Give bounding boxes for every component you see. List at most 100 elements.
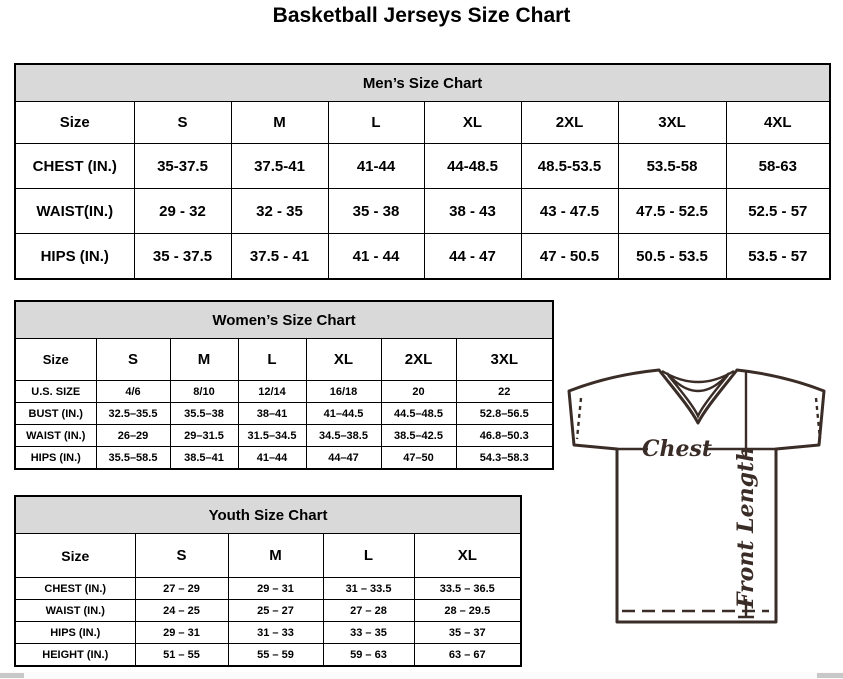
- table-cell: 28 – 29.5: [413, 599, 522, 622]
- table-row: WAIST(IN.) 29 - 32 32 - 35 35 - 38 38 - …: [14, 188, 831, 234]
- row-label: WAIST(IN.): [14, 188, 135, 234]
- table-cell: 35-37.5: [133, 143, 232, 189]
- table-cell: 41–44: [237, 446, 307, 470]
- row-label: WAIST (IN.): [14, 424, 97, 447]
- left-sleeve-dashed-seam: [575, 397, 583, 440]
- mens-col-header: 2XL: [520, 101, 619, 144]
- table-cell: 27 – 29: [134, 577, 229, 600]
- table-cell: 12/14: [237, 380, 307, 403]
- youth-col-header: L: [322, 533, 415, 578]
- table-cell: 52.8–56.5: [455, 402, 554, 425]
- youth-size-table: Youth Size Chart Size S M L XL CHEST (IN…: [14, 495, 523, 667]
- womens-size-header: Size: [14, 338, 97, 381]
- table-cell: 29 – 31: [227, 577, 324, 600]
- table-cell: 48.5-53.5: [520, 143, 619, 189]
- jersey-outline-shape: [567, 368, 826, 624]
- row-label: CHEST (IN.): [14, 577, 136, 600]
- table-cell: 29–31.5: [169, 424, 239, 447]
- table-cell: 44 - 47: [423, 233, 522, 280]
- table-cell: 32 - 35: [230, 188, 329, 234]
- mens-col-header: L: [327, 101, 425, 144]
- womens-col-header: S: [95, 338, 171, 381]
- row-label: HIPS (IN.): [14, 621, 136, 644]
- womens-col-header: M: [169, 338, 239, 381]
- table-cell: 43 - 47.5: [520, 188, 619, 234]
- mens-col-header: XL: [423, 101, 522, 144]
- womens-size-table: Women’s Size Chart Size S M L XL 2XL 3XL…: [14, 300, 555, 470]
- table-cell: 41–44.5: [305, 402, 382, 425]
- table-cell: 22: [455, 380, 554, 403]
- table-cell: 38–41: [237, 402, 307, 425]
- row-label: HEIGHT (IN.): [14, 643, 136, 667]
- table-row: HEIGHT (IN.) 51 – 55 55 – 59 59 – 63 63 …: [14, 643, 522, 667]
- jersey-measurement-diagram: Chest Front Length: [567, 368, 826, 624]
- row-label: U.S. SIZE: [14, 380, 97, 403]
- womens-col-header: L: [237, 338, 307, 381]
- table-cell: 38.5–41: [169, 446, 239, 470]
- table-cell: 53.5 - 57: [725, 233, 831, 280]
- table-cell: 20: [380, 380, 457, 403]
- right-sleeve-dashed-seam: [814, 397, 822, 440]
- table-cell: 24 – 25: [134, 599, 229, 622]
- table-row: WAIST (IN.) 26–29 29–31.5 31.5–34.5 34.5…: [14, 424, 554, 447]
- mens-col-header: S: [133, 101, 232, 144]
- table-row: HIPS (IN.) 35.5–58.5 38.5–41 41–44 44–47…: [14, 446, 554, 470]
- table-cell: 44-48.5: [423, 143, 522, 189]
- table-row: CHEST (IN.) 27 – 29 29 – 31 31 – 33.5 33…: [14, 577, 522, 600]
- table-cell: 35 - 38: [327, 188, 425, 234]
- table-cell: 33 – 35: [322, 621, 415, 644]
- table-row: BUST (IN.) 32.5–35.5 35.5–38 38–41 41–44…: [14, 402, 554, 425]
- table-cell: 31 – 33: [227, 621, 324, 644]
- table-cell: 35.5–38: [169, 402, 239, 425]
- table-cell: 58-63: [725, 143, 831, 189]
- youth-size-header: Size: [14, 533, 136, 578]
- table-cell: 54.3–58.3: [455, 446, 554, 470]
- mens-size-header: Size: [14, 101, 135, 144]
- youth-col-header: M: [227, 533, 324, 578]
- row-label: BUST (IN.): [14, 402, 97, 425]
- table-cell: 4/6: [95, 380, 171, 403]
- youth-col-header: S: [134, 533, 229, 578]
- table-cell: 34.5–38.5: [305, 424, 382, 447]
- table-cell: 31.5–34.5: [237, 424, 307, 447]
- table-cell: 33.5 – 36.5: [413, 577, 522, 600]
- table-cell: 38 - 43: [423, 188, 522, 234]
- mens-col-header: M: [230, 101, 329, 144]
- womens-table-title: Women’s Size Chart: [14, 300, 554, 339]
- table-cell: 44–47: [305, 446, 382, 470]
- table-cell: 35 - 37.5: [133, 233, 232, 280]
- womens-col-header: XL: [305, 338, 382, 381]
- youth-table-title: Youth Size Chart: [14, 495, 522, 534]
- table-row: HIPS (IN.) 35 - 37.5 37.5 - 41 41 - 44 4…: [14, 233, 831, 280]
- table-cell: 46.8–50.3: [455, 424, 554, 447]
- table-cell: 47–50: [380, 446, 457, 470]
- womens-col-header: 3XL: [455, 338, 554, 381]
- table-cell: 41 - 44: [327, 233, 425, 280]
- table-cell: 8/10: [169, 380, 239, 403]
- table-cell: 63 – 67: [413, 643, 522, 667]
- table-cell: 44.5–48.5: [380, 402, 457, 425]
- chest-label: Chest: [642, 436, 712, 462]
- mens-col-header: 4XL: [725, 101, 831, 144]
- table-row: HIPS (IN.) 29 – 31 31 – 33 33 – 35 35 – …: [14, 621, 522, 644]
- womens-col-header: 2XL: [380, 338, 457, 381]
- table-cell: 29 – 31: [134, 621, 229, 644]
- mens-size-table: Men’s Size Chart Size S M L XL 2XL 3XL 4…: [14, 63, 832, 280]
- row-label: HIPS (IN.): [14, 233, 135, 280]
- table-cell: 53.5-58: [617, 143, 727, 189]
- table-cell: 50.5 - 53.5: [617, 233, 727, 280]
- table-cell: 31 – 33.5: [322, 577, 415, 600]
- mens-table-title: Men’s Size Chart: [14, 63, 831, 102]
- horizontal-scrollbar-handle-right[interactable]: [817, 673, 843, 678]
- youth-col-header: XL: [413, 533, 522, 578]
- table-cell: 16/18: [305, 380, 382, 403]
- front-length-measure-line: [738, 371, 754, 619]
- table-cell: 38.5–42.5: [380, 424, 457, 447]
- table-cell: 35 – 37: [413, 621, 522, 644]
- table-cell: 25 – 27: [227, 599, 324, 622]
- row-label: WAIST (IN.): [14, 599, 136, 622]
- horizontal-scrollbar-track[interactable]: [0, 672, 843, 679]
- horizontal-scrollbar-handle-left[interactable]: [0, 673, 24, 678]
- table-cell: 32.5–35.5: [95, 402, 171, 425]
